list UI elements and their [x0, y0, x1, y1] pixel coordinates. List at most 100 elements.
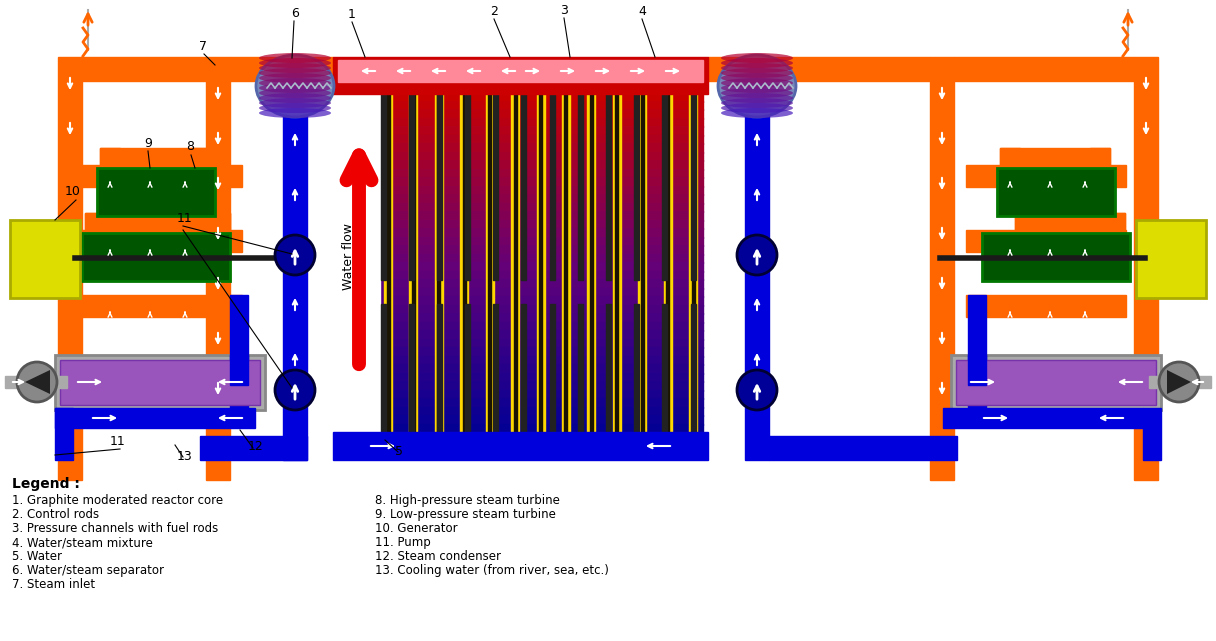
Bar	[97, 168, 215, 216]
Circle shape	[275, 370, 315, 410]
Bar	[606, 304, 610, 432]
Bar	[663, 94, 668, 280]
Bar	[378, 245, 703, 254]
Bar	[378, 228, 703, 238]
Bar	[55, 408, 255, 428]
Bar	[378, 356, 703, 365]
Bar	[206, 57, 230, 480]
Bar	[378, 126, 703, 135]
Bar	[378, 372, 703, 382]
Bar	[378, 347, 703, 356]
Bar	[634, 94, 640, 280]
Bar	[378, 406, 703, 416]
Ellipse shape	[721, 98, 793, 108]
Bar	[606, 94, 610, 280]
Ellipse shape	[721, 53, 793, 63]
Bar	[378, 92, 703, 432]
Bar	[1136, 220, 1206, 298]
Bar	[58, 57, 81, 480]
Bar	[378, 424, 703, 433]
Bar	[378, 177, 703, 187]
Bar	[663, 304, 668, 432]
Bar	[1143, 408, 1161, 460]
Ellipse shape	[721, 63, 793, 73]
Bar	[997, 168, 1115, 216]
Bar	[664, 94, 671, 432]
Bar	[983, 233, 1130, 281]
Bar	[199, 436, 306, 460]
Text: 7. Steam inlet: 7. Steam inlet	[12, 578, 95, 591]
Bar	[465, 304, 471, 432]
Bar	[378, 143, 703, 153]
Bar	[437, 304, 441, 432]
Bar	[378, 237, 703, 246]
Bar	[378, 151, 703, 161]
Bar	[378, 330, 703, 340]
Polygon shape	[1167, 370, 1190, 394]
Bar	[438, 94, 440, 432]
Ellipse shape	[259, 83, 331, 93]
Bar	[81, 57, 206, 81]
Bar	[210, 213, 230, 261]
Bar	[494, 94, 499, 280]
Bar	[378, 117, 703, 127]
Bar	[387, 94, 389, 432]
Bar	[409, 304, 413, 432]
Bar	[638, 94, 646, 432]
Bar	[460, 94, 468, 432]
Bar	[691, 94, 696, 280]
Text: 8. High-pressure steam turbine: 8. High-pressure steam turbine	[375, 494, 559, 507]
Bar	[578, 304, 582, 432]
Bar	[55, 355, 265, 410]
Bar	[378, 109, 703, 119]
Bar	[378, 101, 703, 110]
Bar	[230, 57, 333, 81]
Bar	[956, 360, 1156, 405]
Bar	[488, 94, 491, 432]
Bar	[590, 94, 593, 432]
Ellipse shape	[259, 53, 331, 63]
Bar	[968, 295, 986, 410]
Bar	[100, 148, 210, 168]
Bar	[378, 262, 703, 272]
Bar	[494, 304, 499, 432]
Bar	[381, 304, 385, 432]
Bar	[1180, 376, 1211, 388]
Bar	[378, 160, 703, 169]
Bar	[283, 94, 306, 460]
Ellipse shape	[259, 108, 331, 118]
Ellipse shape	[721, 83, 793, 93]
Bar	[57, 376, 67, 388]
Bar	[333, 432, 708, 460]
Bar	[435, 94, 443, 432]
Ellipse shape	[721, 103, 793, 113]
Bar	[378, 296, 703, 306]
Bar	[378, 169, 703, 178]
Text: 2: 2	[490, 5, 497, 18]
Text: 1: 1	[348, 8, 356, 21]
Text: 9: 9	[143, 137, 152, 150]
Ellipse shape	[259, 73, 331, 83]
Bar	[513, 94, 517, 432]
Bar	[511, 94, 519, 432]
Text: 13: 13	[178, 450, 193, 463]
Ellipse shape	[259, 68, 331, 78]
Bar	[85, 213, 230, 233]
Ellipse shape	[721, 73, 793, 83]
Bar	[412, 94, 415, 432]
Bar	[378, 304, 703, 314]
Text: 12: 12	[248, 440, 264, 453]
Bar	[587, 94, 596, 432]
Ellipse shape	[259, 98, 331, 108]
Ellipse shape	[259, 103, 331, 113]
Bar	[1149, 376, 1159, 388]
Bar	[1000, 148, 1020, 196]
Bar	[378, 398, 703, 408]
Bar	[968, 355, 986, 385]
Ellipse shape	[259, 78, 331, 88]
Ellipse shape	[257, 55, 334, 117]
Ellipse shape	[721, 68, 793, 78]
Ellipse shape	[721, 88, 793, 98]
Bar	[550, 94, 554, 280]
Bar	[613, 94, 620, 432]
